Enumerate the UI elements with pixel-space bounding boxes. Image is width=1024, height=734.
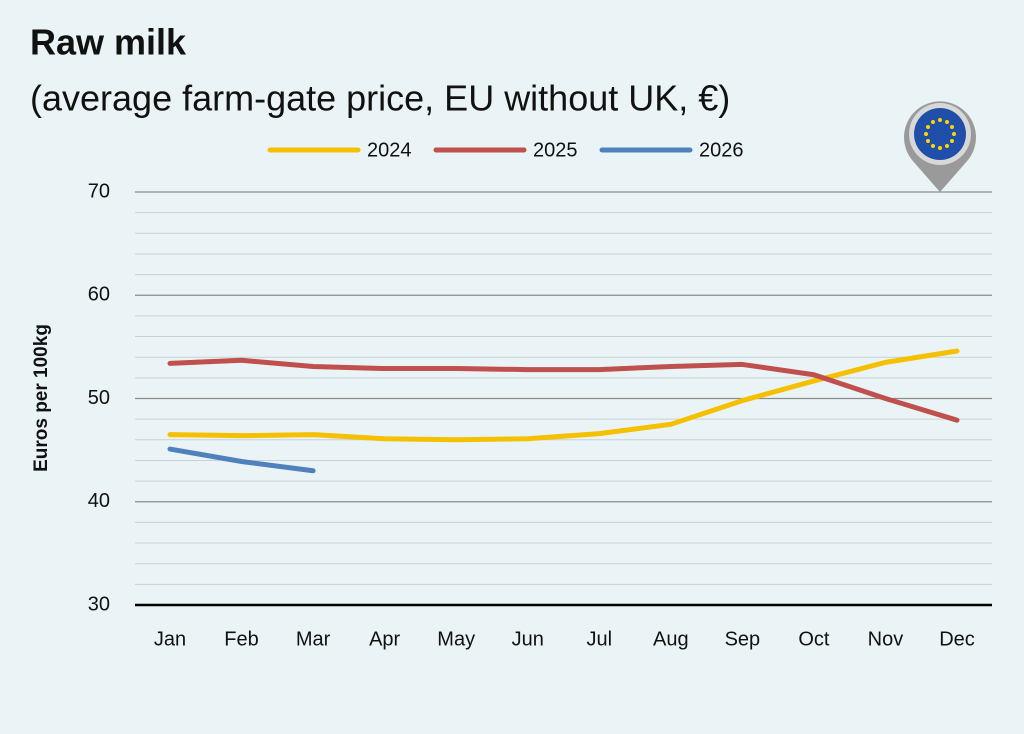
x-tick-label: Dec [939, 628, 975, 650]
x-tick-label: Apr [369, 628, 400, 650]
y-tick-label: 70 [88, 180, 110, 202]
chart-title: Raw milk [30, 22, 187, 63]
x-tick-label: Jul [586, 628, 612, 650]
chart-subtitle: (average farm-gate price, EU without UK,… [30, 78, 730, 119]
legend-label: 2025 [533, 139, 578, 161]
x-tick-label: Feb [224, 628, 258, 650]
legend-label: 2024 [367, 139, 412, 161]
x-tick-label: Jun [512, 628, 544, 650]
x-tick-label: Jan [154, 628, 186, 650]
x-tick-label: Aug [653, 628, 689, 650]
y-tick-label: 40 [88, 490, 110, 512]
x-tick-label: May [437, 628, 475, 650]
y-tick-label: 30 [88, 593, 110, 615]
eu-pin-icon [903, 101, 976, 192]
y-tick-label: 50 [88, 387, 110, 409]
legend-label: 2026 [699, 139, 744, 161]
x-tick-label: Sep [725, 628, 761, 650]
y-axis-label: Euros per 100kg [31, 324, 52, 472]
x-tick-label: Nov [868, 628, 904, 650]
x-tick-label: Oct [798, 628, 830, 650]
y-tick-label: 60 [88, 284, 110, 306]
x-tick-label: Mar [296, 628, 331, 650]
series-line [167, 446, 316, 474]
series-line [167, 357, 960, 423]
